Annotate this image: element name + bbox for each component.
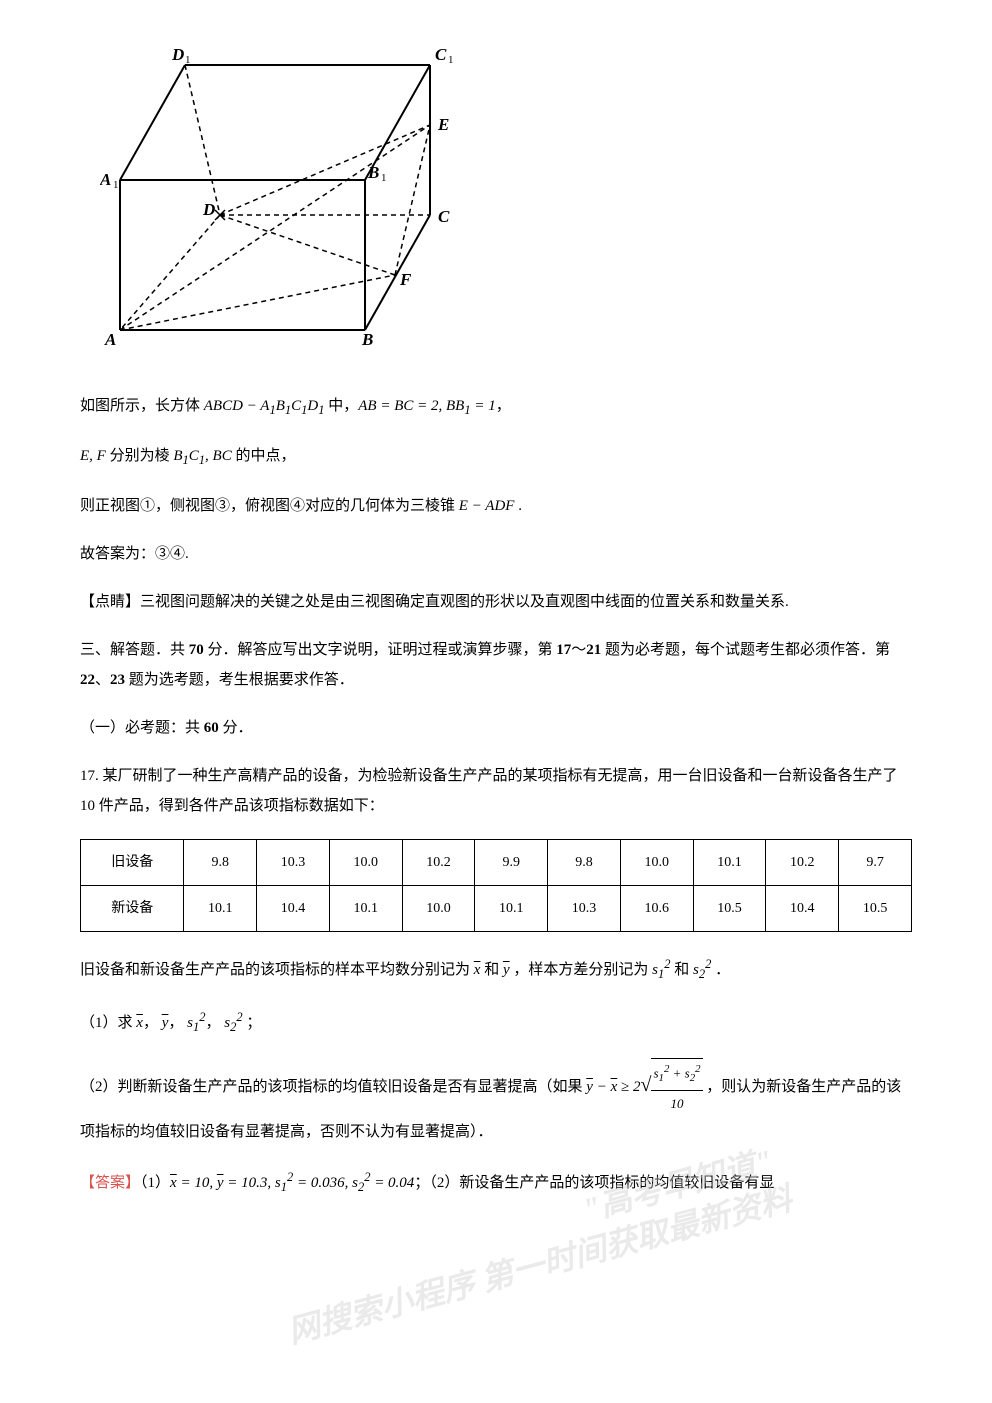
formula: ABCD − A1B1C1D1 <box>204 398 325 414</box>
table-cell: 10.1 <box>329 885 402 931</box>
table-cell: 9.8 <box>548 839 621 885</box>
svg-text:C: C <box>435 45 447 64</box>
table-cell: 10.4 <box>257 885 330 931</box>
s1-squared: s12 <box>187 1015 205 1031</box>
q17-sub1: （1）求 x， y， s12， s22 ； <box>80 1005 912 1040</box>
question-text: 某厂研制了一种生产高精产品的设备，为检验新设备生产产品的某项指标有无提高，用一台… <box>80 768 898 814</box>
svg-text:A: A <box>100 170 111 189</box>
question-17: 17. 某厂研制了一种生产高精产品的设备，为检验新设备生产产品的某项指标有无提高… <box>80 761 912 821</box>
geometry-diagram: D 1 C 1 A 1 B 1 D C A B E F <box>100 40 912 361</box>
text: 分别为棱 <box>106 448 174 464</box>
text: 三、解答题．共 70 分．解答应写出文字说明，证明过程或演算步骤，第 17～21… <box>80 642 890 688</box>
table-cell: 10.3 <box>548 885 621 931</box>
formula: AB = BC = 2, BB1 = 1 <box>358 398 495 414</box>
svg-text:B: B <box>361 330 373 349</box>
table-cell: 10.5 <box>839 885 912 931</box>
table-cell: 9.7 <box>839 839 912 885</box>
table-cell: 9.8 <box>184 839 257 885</box>
text: 和 <box>484 962 499 978</box>
s2-squared: s22 <box>224 1015 242 1031</box>
answer-paragraph: 【答案】（1）x = 10, y = 10.3, s12 = 0.036, s2… <box>80 1165 912 1200</box>
svg-text:1: 1 <box>185 54 191 66</box>
table-cell: 10.0 <box>402 885 475 931</box>
text: 【点睛】三视图问题解决的关键之处是由三视图确定直观图的形状以及直观图中线面的位置… <box>80 594 789 610</box>
text: 故答案为：③④. <box>80 546 189 562</box>
text: 旧设备和新设备生产产品的该项指标的样本平均数分别记为 <box>80 962 470 978</box>
paragraph-2: E, F 分别为棱 B1C1, BC 的中点， <box>80 441 912 473</box>
text: ；（2）新设备生产产品的该项指标的均值较旧设备有显 <box>414 1175 774 1191</box>
q17-sub2: （2）判断新设备生产产品的该项指标的均值较旧设备是否有显著提高（如果 y − x… <box>80 1058 912 1147</box>
formula: E, F <box>80 448 106 464</box>
paragraph-5: 【点睛】三视图问题解决的关键之处是由三视图确定直观图的形状以及直观图中线面的位置… <box>80 587 912 617</box>
text: . <box>514 498 522 514</box>
table-cell: 10.1 <box>184 885 257 931</box>
data-table: 旧设备 9.8 10.3 10.0 10.2 9.9 9.8 10.0 10.1… <box>80 839 912 932</box>
svg-text:E: E <box>437 115 449 134</box>
y-bar: y <box>162 1015 169 1031</box>
svg-text:D: D <box>171 45 184 64</box>
table-cell: 9.9 <box>475 839 548 885</box>
s1-squared: s12 <box>652 962 670 978</box>
text: （一）必考题：共 60 分． <box>80 720 253 736</box>
y-bar: y <box>503 962 510 978</box>
x-bar: x <box>474 962 481 978</box>
table-cell: 10.1 <box>693 839 766 885</box>
table-cell: 10.3 <box>257 839 330 885</box>
table-cell: 10.5 <box>693 885 766 931</box>
table-cell: 10.2 <box>402 839 475 885</box>
text: （1）求 <box>80 1015 136 1031</box>
cuboid-svg: D 1 C 1 A 1 B 1 D C A B E F <box>100 40 470 350</box>
text: 则正视图①，侧视图③，俯视图④对应的几何体为三棱锥 <box>80 498 459 514</box>
section-3-subheader: （一）必考题：共 60 分． <box>80 713 912 743</box>
row-label: 旧设备 <box>81 839 184 885</box>
inequality-formula: y − x ≥ 2√s12 + s2210 <box>586 1079 706 1095</box>
svg-text:F: F <box>399 270 412 289</box>
svg-text:D: D <box>202 200 215 219</box>
table-row-new: 新设备 10.1 10.4 10.1 10.0 10.1 10.3 10.6 1… <box>81 885 912 931</box>
table-row-old: 旧设备 9.8 10.3 10.0 10.2 9.9 9.8 10.0 10.1… <box>81 839 912 885</box>
answer-formula: x = 10, y = 10.3, s12 = 0.036, s22 = 0.0… <box>170 1175 414 1191</box>
text: （1） <box>140 1175 170 1191</box>
table-cell: 10.4 <box>766 885 839 931</box>
table-cell: 10.1 <box>475 885 548 931</box>
table-cell: 10.0 <box>620 839 693 885</box>
formula: B1C1, BC <box>173 448 231 464</box>
section-3-header: 三、解答题．共 70 分．解答应写出文字说明，证明过程或演算步骤，第 17～21… <box>80 635 912 695</box>
svg-text:1: 1 <box>448 54 454 66</box>
svg-text:1: 1 <box>381 172 387 184</box>
table-cell: 10.2 <box>766 839 839 885</box>
x-bar: x <box>136 1015 143 1031</box>
svg-text:A: A <box>104 330 116 349</box>
text: 中， <box>325 398 359 414</box>
text: 的中点， <box>232 448 296 464</box>
svg-text:1: 1 <box>113 179 119 191</box>
row-label: 新设备 <box>81 885 184 931</box>
text: （2）判断新设备生产产品的该项指标的均值较旧设备是否有显著提高（如果 <box>80 1079 586 1095</box>
s2-squared: s22 <box>693 962 711 978</box>
paragraph-4: 故答案为：③④. <box>80 539 912 569</box>
table-cell: 10.6 <box>620 885 693 931</box>
table-cell: 10.0 <box>329 839 402 885</box>
paragraph-1: 如图所示，长方体 ABCD − A1B1C1D1 中，AB = BC = 2, … <box>80 391 912 423</box>
paragraph-3: 则正视图①，侧视图③，俯视图④对应的几何体为三棱锥 E − ADF . <box>80 491 912 521</box>
text: 如图所示，长方体 <box>80 398 204 414</box>
svg-text:C: C <box>438 207 450 226</box>
answer-label: 【答案】 <box>80 1175 140 1191</box>
text: ； <box>246 1015 261 1031</box>
post-table-paragraph: 旧设备和新设备生产产品的该项指标的样本平均数分别记为 x 和 y ，样本方差分别… <box>80 952 912 987</box>
svg-text:B: B <box>367 163 379 182</box>
text: ，样本方差分别记为 <box>513 962 648 978</box>
question-number: 17. <box>80 768 103 784</box>
text: ， <box>496 398 511 414</box>
text: ． <box>715 962 730 978</box>
text: 和 <box>674 962 689 978</box>
formula: E − ADF <box>459 498 515 514</box>
